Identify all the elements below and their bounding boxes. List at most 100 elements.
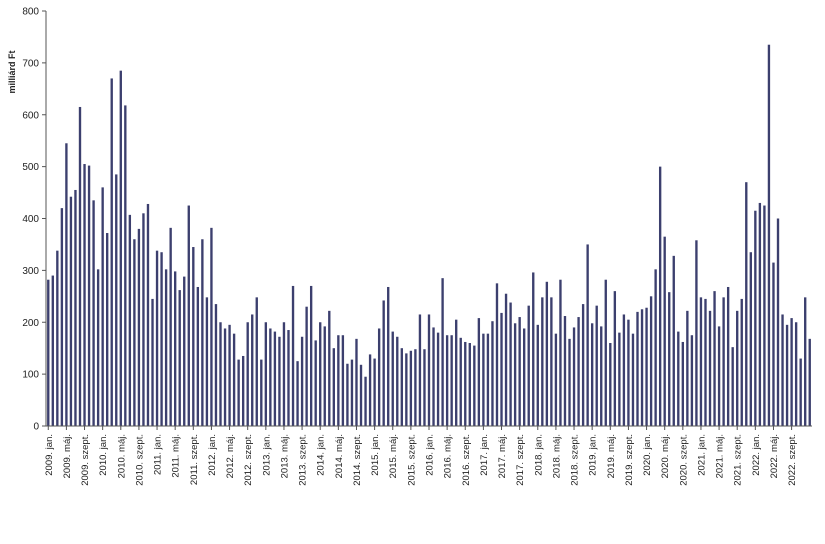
- x-tick-label: 2013. jan.: [261, 434, 272, 476]
- y-tick-label: 300: [22, 266, 39, 277]
- x-tick-label: 2019. szept.: [624, 434, 635, 486]
- x-axis: 2009. jan. 2009. máj. 2009. szept. 2010. ja…: [44, 425, 812, 486]
- bar: [468, 343, 471, 426]
- bar: [178, 290, 181, 426]
- bar: [164, 269, 168, 426]
- bar: [445, 335, 449, 426]
- bar: [56, 250, 59, 426]
- bar: [387, 286, 390, 426]
- bar: [776, 218, 780, 426]
- bar: [287, 330, 290, 426]
- bar: [713, 291, 716, 427]
- x-tick-label: 2012. máj.: [225, 434, 236, 478]
- bar: [640, 309, 644, 426]
- bar: [214, 304, 218, 426]
- bar: [418, 314, 422, 426]
- bar: [115, 174, 118, 426]
- x-tick-label: 2021. szept.: [733, 434, 744, 486]
- bar: [223, 328, 227, 426]
- bar: [377, 328, 381, 426]
- bar: [246, 322, 249, 426]
- bar: [359, 364, 363, 426]
- bar: [300, 336, 304, 426]
- x-tick-label: 2015. jan.: [370, 434, 381, 476]
- bar: [151, 298, 154, 426]
- x-tick-label: 2018. szept.: [570, 434, 581, 486]
- bar: [477, 318, 481, 426]
- bar: [681, 341, 684, 426]
- bar: [704, 298, 707, 426]
- x-tick-label: 2010. szept.: [134, 434, 145, 486]
- x-tick-label: 2020. jan.: [642, 434, 653, 476]
- bar: [486, 333, 490, 426]
- bar: [187, 205, 190, 426]
- bar: [201, 239, 204, 426]
- bar: [663, 236, 666, 426]
- x-tick-label: 2020. máj.: [660, 434, 671, 478]
- bar: [332, 348, 335, 426]
- bar: [273, 331, 277, 426]
- x-tick-label: 2017. máj.: [497, 434, 508, 478]
- bar: [794, 322, 798, 426]
- x-tick-label: 2017. jan.: [479, 434, 490, 476]
- bar: [282, 322, 286, 426]
- bar: [767, 44, 771, 426]
- bar: [518, 317, 521, 426]
- bar: [65, 143, 68, 426]
- bar: [405, 353, 408, 427]
- x-tick-label: 2009. máj.: [62, 434, 73, 478]
- bar: [328, 310, 331, 426]
- bar: [550, 297, 553, 426]
- bar: [323, 326, 326, 426]
- bar: [441, 278, 444, 426]
- bar: [618, 332, 621, 427]
- bar: [174, 271, 177, 426]
- bar: [237, 359, 240, 426]
- bar: [264, 322, 268, 426]
- bar: [473, 345, 476, 426]
- bar: [74, 189, 77, 426]
- bar: [314, 340, 317, 426]
- x-tick-label: 2019. máj.: [606, 434, 617, 478]
- bar: [142, 213, 145, 426]
- x-tick-label: 2021. jan.: [696, 434, 707, 476]
- bar: [128, 214, 132, 426]
- y-axis: 0 100 200 300 400 500 600 700 800: [22, 7, 47, 433]
- bar: [228, 324, 231, 426]
- bar: [509, 302, 512, 426]
- bar: [554, 333, 558, 426]
- bar: [604, 279, 607, 426]
- x-tick-label: 2020. szept.: [678, 434, 689, 486]
- bar: [586, 244, 589, 426]
- bar: [291, 285, 295, 426]
- bar: [568, 338, 571, 426]
- bar: [133, 239, 136, 426]
- bar: [364, 376, 367, 426]
- x-tick-label: 2015. szept.: [406, 434, 417, 486]
- bar: [636, 311, 639, 427]
- bar: [654, 269, 657, 426]
- bar: [319, 322, 322, 426]
- bars-group: [47, 44, 811, 427]
- y-tick-label: 100: [22, 370, 39, 381]
- bar: [532, 272, 535, 426]
- x-tick-label: 2013. máj.: [279, 434, 290, 478]
- bar: [790, 318, 793, 426]
- bar: [668, 292, 671, 426]
- bar: [432, 327, 435, 426]
- bar: [305, 306, 308, 426]
- bar: [391, 331, 394, 426]
- bar: [423, 349, 426, 426]
- bar: [51, 275, 54, 426]
- x-tick-label: 2017. szept.: [515, 434, 526, 486]
- bar: [78, 106, 82, 426]
- x-tick-label: 2016. máj.: [443, 434, 454, 478]
- bar: [763, 205, 766, 426]
- bar: [622, 314, 626, 426]
- bar: [341, 335, 345, 426]
- bar: [758, 202, 762, 426]
- bar: [600, 326, 603, 426]
- bar: [106, 233, 109, 426]
- bar: [504, 293, 508, 426]
- x-tick-label: 2012. szept.: [243, 434, 254, 486]
